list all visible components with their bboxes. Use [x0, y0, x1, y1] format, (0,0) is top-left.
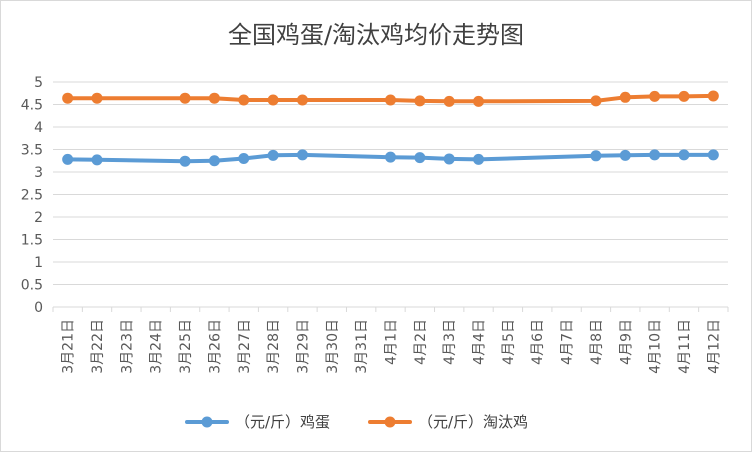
y-tick-label: 2.5	[21, 188, 43, 204]
x-tick-label: 4月10日	[648, 319, 664, 374]
data-point	[619, 91, 631, 103]
data-point	[473, 153, 485, 165]
x-tick-label: 4月2日	[413, 319, 429, 365]
data-point	[678, 149, 690, 161]
data-point	[296, 149, 308, 161]
x-tick-label: 4月5日	[501, 319, 517, 365]
series-line	[65, 93, 716, 104]
y-tick-label: 0	[34, 300, 43, 316]
data-point	[179, 155, 191, 167]
x-tick-label: 4月8日	[589, 319, 605, 365]
data-point	[91, 154, 103, 166]
data-point	[414, 152, 426, 164]
data-point	[649, 149, 661, 161]
legend-item: （元/斤）淘汰鸡	[368, 413, 528, 431]
data-point	[296, 94, 308, 106]
data-point	[91, 92, 103, 104]
data-point	[707, 90, 719, 102]
x-tick-label: 3月22日	[90, 319, 106, 374]
data-point	[267, 94, 279, 106]
x-tick-label: 3月24日	[149, 319, 165, 374]
data-point	[590, 95, 602, 107]
legend: （元/斤）鸡蛋 （元/斤）淘汰鸡	[185, 413, 528, 431]
y-tick-label: 2	[34, 210, 43, 226]
y-tick-label: 1.5	[21, 233, 43, 249]
legend-label: （元/斤）淘汰鸡	[418, 413, 528, 431]
x-tick-label: 4月7日	[560, 319, 576, 365]
legend-marker	[201, 416, 213, 428]
x-tick-label: 3月29日	[295, 319, 311, 374]
y-tick-label: 4.5	[21, 98, 43, 114]
series-layer	[62, 90, 719, 167]
data-point	[62, 153, 74, 165]
data-point	[385, 151, 396, 163]
data-point	[385, 94, 396, 106]
chart-title: 全国鸡蛋/淘汰鸡均价走势图	[228, 21, 524, 49]
legend-item: （元/斤）鸡蛋	[185, 413, 330, 431]
data-point	[649, 90, 661, 102]
data-point	[238, 153, 250, 164]
x-tick-label: 3月26日	[207, 319, 223, 374]
data-point	[678, 90, 690, 102]
legend-label: （元/斤）鸡蛋	[235, 413, 330, 431]
data-point	[590, 150, 602, 162]
data-point	[179, 92, 191, 104]
data-point	[238, 94, 250, 106]
data-point	[62, 92, 74, 104]
data-point	[473, 95, 485, 107]
x-tick-label: 3月31日	[354, 319, 370, 374]
x-axis	[52, 306, 729, 312]
x-tick-label: 3月25日	[178, 319, 194, 374]
x-tick-label: 4月12日	[706, 319, 722, 374]
data-point	[443, 153, 455, 165]
data-point	[208, 155, 220, 167]
series-1	[62, 149, 719, 167]
legend-marker	[384, 416, 396, 428]
y-tick-label: 3.5	[21, 143, 43, 159]
x-tick-label: 4月3日	[442, 319, 458, 365]
y-axis-ticks: 0 0.5 1 1.5 2 2.5 3 3.5 4 4.5 5	[21, 75, 43, 316]
gridlines	[53, 81, 728, 285]
x-tick-label: 4月6日	[530, 319, 546, 365]
x-tick-label: 3月23日	[119, 319, 135, 374]
x-tick-label: 4月11日	[677, 319, 693, 374]
y-tick-label: 5	[34, 75, 43, 91]
x-tick-label: 3月27日	[237, 319, 253, 374]
data-point	[707, 149, 719, 161]
y-tick-label: 3	[34, 165, 43, 181]
series-line	[65, 152, 716, 164]
data-point	[619, 149, 631, 161]
x-tick-label: 3月30日	[325, 319, 341, 374]
y-tick-label: 0.5	[21, 278, 43, 294]
x-tick-label: 3月28日	[266, 319, 282, 374]
data-point	[443, 95, 455, 107]
x-tick-label: 4月4日	[472, 319, 488, 365]
x-tick-label: 4月1日	[384, 319, 400, 365]
y-tick-label: 4	[34, 120, 43, 136]
x-axis-ticks: 3月21日 3月22日 3月23日 3月24日 3月25日 3月26日 3月27日 3月28日…	[61, 319, 723, 374]
data-point	[267, 149, 279, 161]
data-point	[208, 92, 220, 104]
x-tick-label: 4月9日	[618, 319, 634, 365]
x-tick-label: 3月21日	[61, 319, 77, 374]
series-2	[62, 90, 719, 107]
y-tick-label: 1	[34, 255, 43, 271]
data-point	[414, 95, 426, 107]
